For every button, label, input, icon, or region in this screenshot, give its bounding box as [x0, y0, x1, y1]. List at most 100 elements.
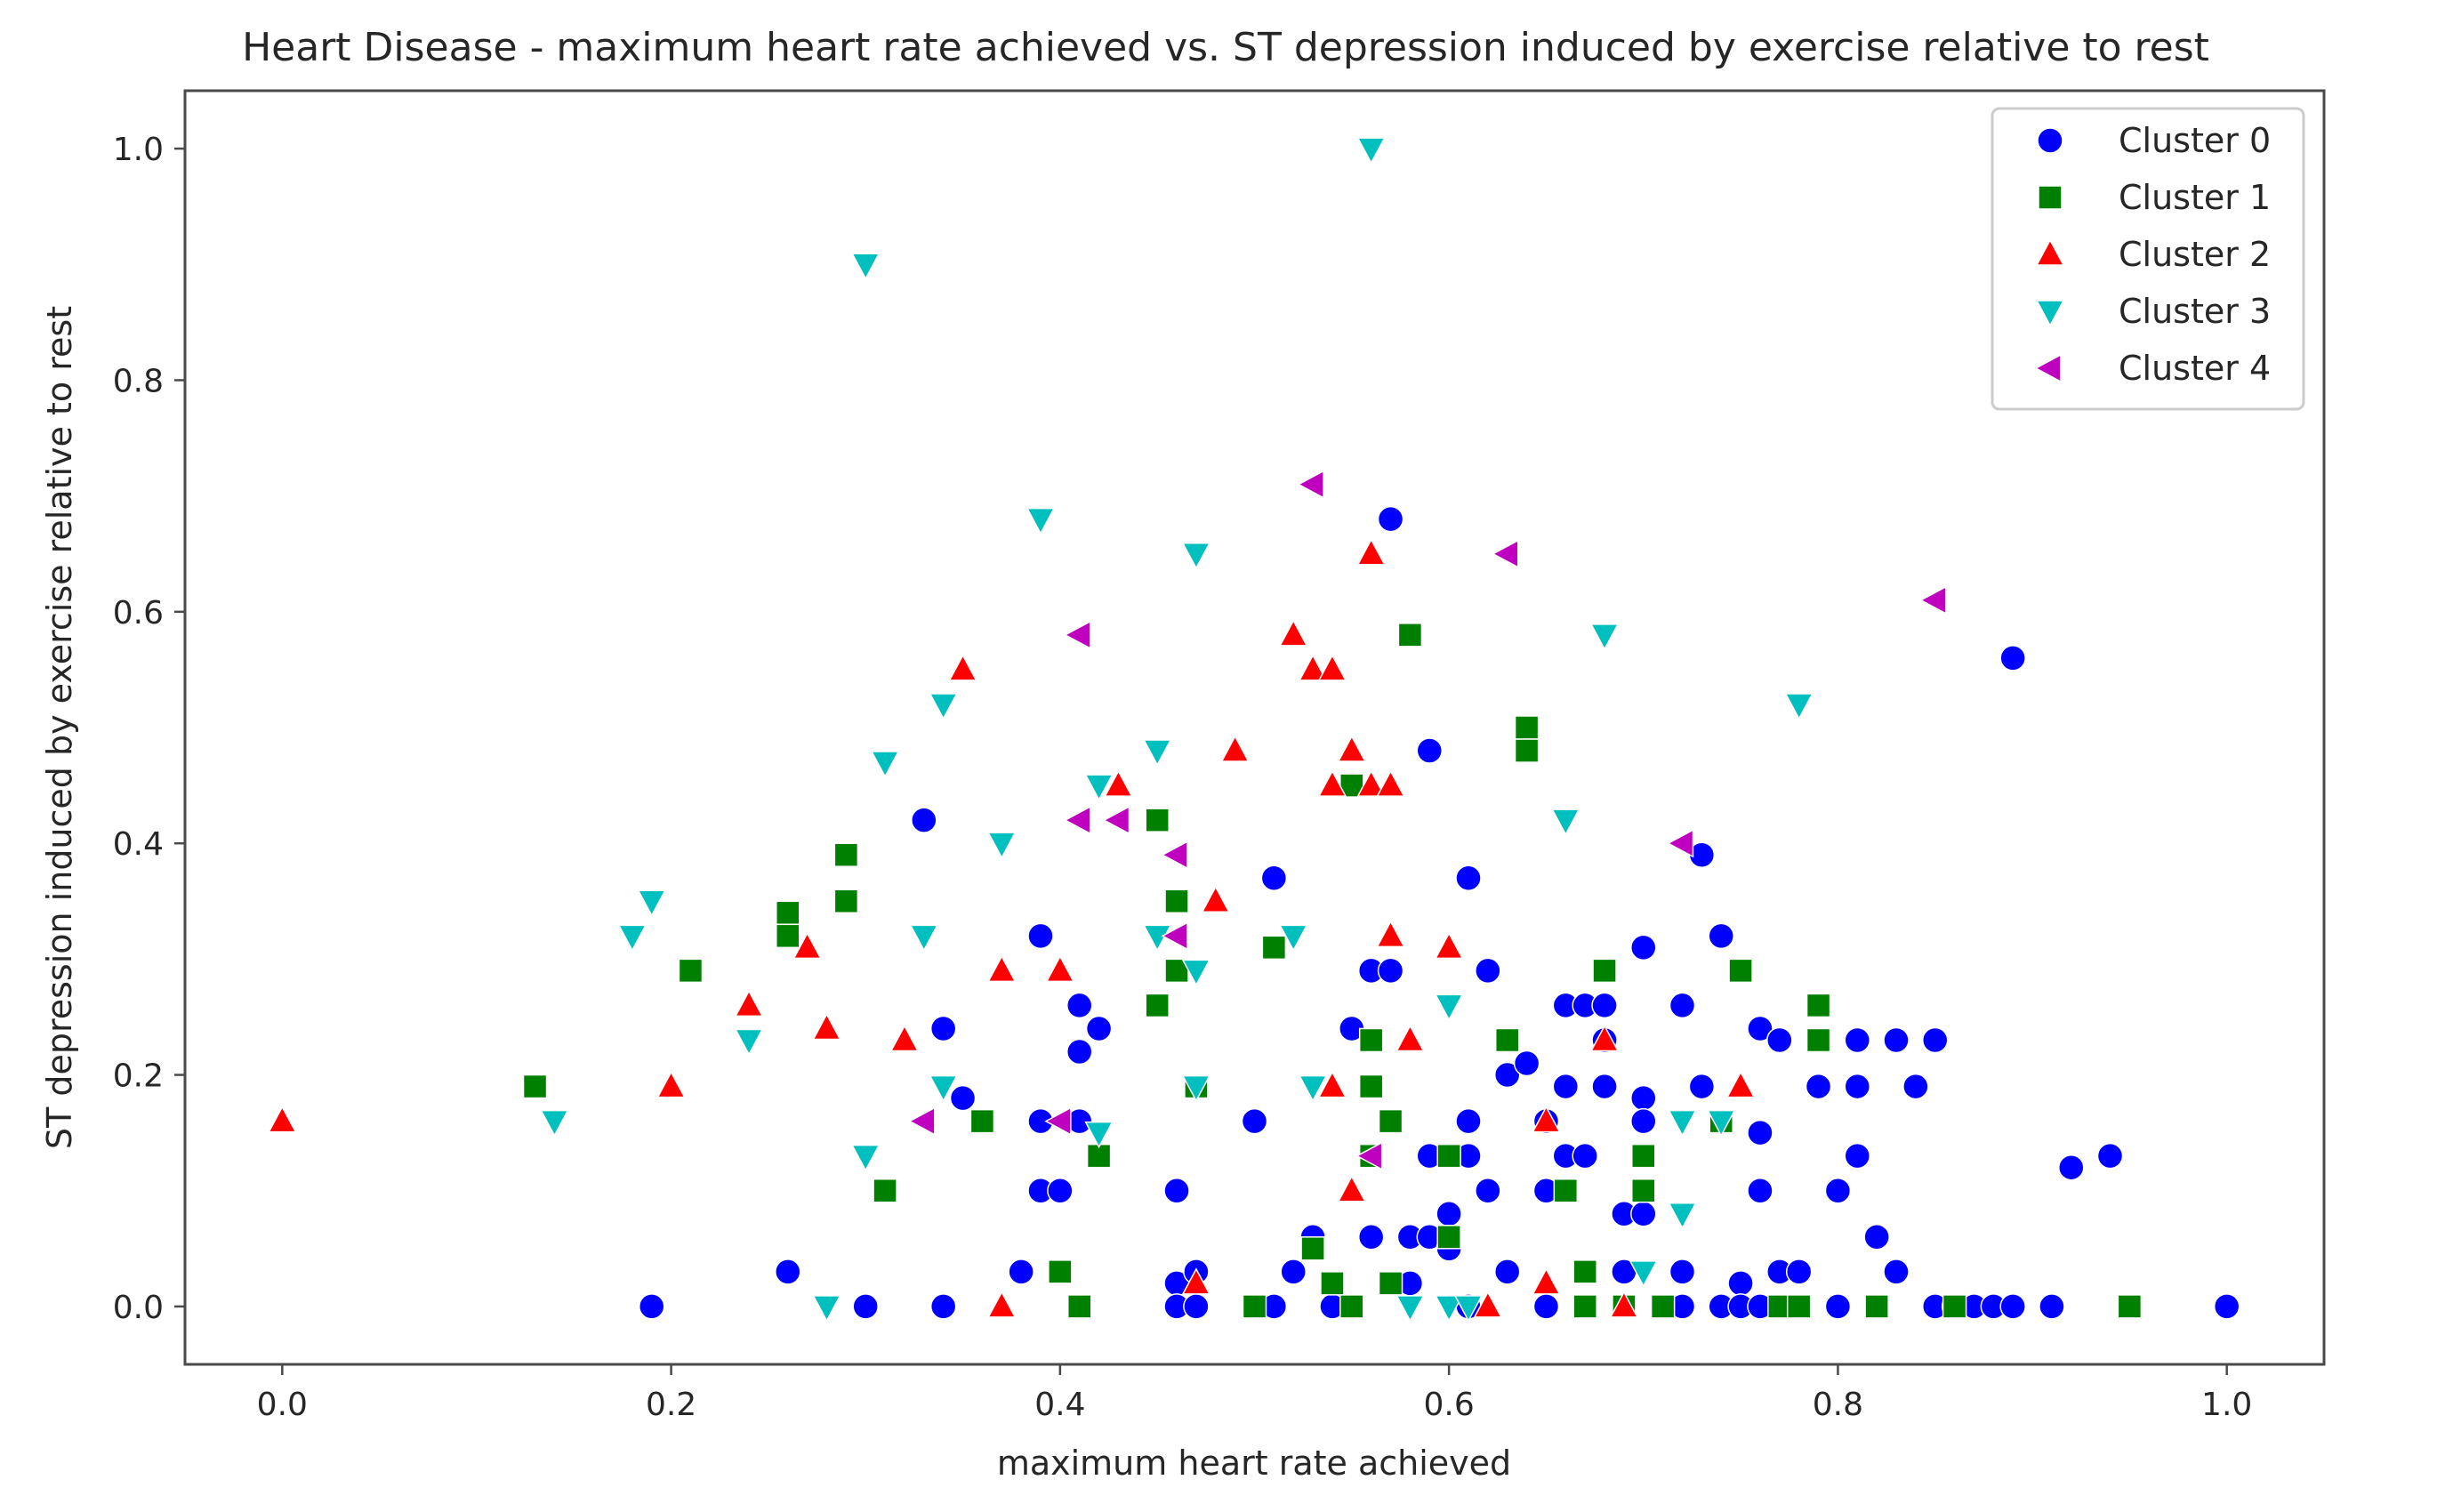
axis-ticks: 0.0 0.2 0.4 0.6 0.8 1.0 0.0 0.2 0.4 0.6 0.8 1.0 [113, 132, 2253, 1423]
data-point [1161, 840, 1188, 870]
data-point [1631, 1178, 1656, 1203]
legend-label: Cluster 1 [2119, 178, 2271, 217]
x-tick-label: 0.4 [1034, 1387, 1085, 1423]
data-point [1532, 1106, 1561, 1133]
data-point [1805, 1073, 1832, 1100]
data-point [1278, 619, 1308, 647]
data-point [1630, 1107, 1657, 1135]
data-point [1668, 1109, 1697, 1138]
x-tick-label: 0.8 [1813, 1387, 1863, 1423]
data-point [1278, 924, 1308, 952]
data-point [1066, 992, 1093, 1019]
x-axis-label: maximum heart rate achieved [997, 1444, 1511, 1483]
data-point [1298, 1074, 1328, 1103]
data-point [1921, 1026, 1949, 1054]
data-point [1806, 993, 1831, 1018]
data-point [1786, 1294, 1812, 1319]
data-point [1183, 1293, 1210, 1320]
data-point [1864, 1294, 1889, 1319]
legend-marker [2037, 127, 2063, 154]
data-point [775, 1259, 801, 1285]
data-point [1377, 957, 1404, 985]
data-point [1844, 1142, 1871, 1170]
data-point [1883, 1259, 1910, 1285]
data-point [2096, 1142, 2124, 1170]
data-point [1436, 1143, 1461, 1169]
data-point [1378, 1271, 1403, 1296]
data-point [812, 1012, 841, 1041]
data-point [850, 253, 881, 280]
data-point [1280, 1259, 1307, 1285]
data-point [1688, 1073, 1716, 1100]
data-point [987, 832, 1017, 859]
series-cluster-3 [540, 137, 1814, 1323]
data-point [1475, 957, 1501, 985]
data-point [1356, 769, 1386, 797]
data-point [1416, 737, 1444, 764]
data-point [1572, 1294, 1597, 1319]
y-axis-label: ST depression induced by exercise relati… [40, 306, 79, 1149]
data-point [1102, 805, 1130, 835]
y-tick-label: 0.4 [113, 826, 164, 863]
data-point [1434, 993, 1464, 1022]
legend-label: Cluster 4 [2119, 349, 2271, 388]
y-tick-label: 0.2 [113, 1058, 164, 1095]
data-point [1181, 1267, 1211, 1295]
data-point [1261, 935, 1287, 961]
data-point [1317, 769, 1347, 797]
x-tick-label: 0.0 [257, 1387, 308, 1423]
data-point [1201, 885, 1231, 913]
data-point [1630, 1084, 1657, 1112]
data-point [1766, 1026, 1793, 1054]
data-point [1337, 735, 1367, 762]
data-point [734, 1028, 764, 1057]
data-point [1493, 1061, 1521, 1089]
data-point [852, 1293, 879, 1320]
data-point [1339, 1294, 1364, 1319]
data-point [1377, 505, 1404, 533]
data-point [1145, 993, 1170, 1018]
data-point [1027, 922, 1054, 950]
data-point [1475, 1177, 1501, 1204]
data-point [1397, 623, 1423, 647]
data-point [1902, 1073, 1929, 1100]
data-point [1747, 1119, 1773, 1146]
legend-label: Cluster 0 [2119, 121, 2271, 160]
data-point [1320, 1271, 1345, 1296]
data-point [1434, 931, 1464, 960]
data-point [1572, 1142, 1598, 1170]
data-point [909, 924, 939, 952]
x-tick-label: 0.2 [646, 1387, 696, 1423]
data-point [1358, 1027, 1384, 1053]
data-point [1532, 1293, 1560, 1320]
data-point [987, 954, 1017, 983]
data-point [617, 924, 647, 952]
data-point [1008, 1259, 1034, 1285]
data-point [1492, 539, 1519, 568]
data-point [1551, 808, 1580, 836]
data-point [540, 1109, 569, 1138]
legend-label: Cluster 3 [2119, 292, 2271, 331]
data-point [1747, 1015, 1773, 1042]
data-point [1142, 739, 1172, 767]
data-point [776, 923, 800, 949]
data-point [1942, 1294, 1967, 1319]
data-point [1142, 924, 1172, 952]
data-point [1572, 1259, 1597, 1284]
data-point [1220, 735, 1250, 762]
legend: Cluster 0 Cluster 1 Cluster 2 Cluster 3 Clus… [1991, 107, 2305, 411]
data-point [1337, 1175, 1367, 1202]
data-point [1356, 137, 1386, 165]
data-point [1317, 654, 1347, 681]
data-point [1824, 1177, 1852, 1204]
data-point [949, 1084, 977, 1112]
data-point [1514, 738, 1540, 763]
data-point [1589, 1024, 1620, 1052]
data-point [1163, 1177, 1190, 1204]
data-point [1806, 1027, 1831, 1053]
data-point [1297, 470, 1324, 499]
data-point [1513, 1050, 1540, 1077]
data-point [1844, 1026, 1871, 1054]
data-point [1066, 1294, 1092, 1319]
